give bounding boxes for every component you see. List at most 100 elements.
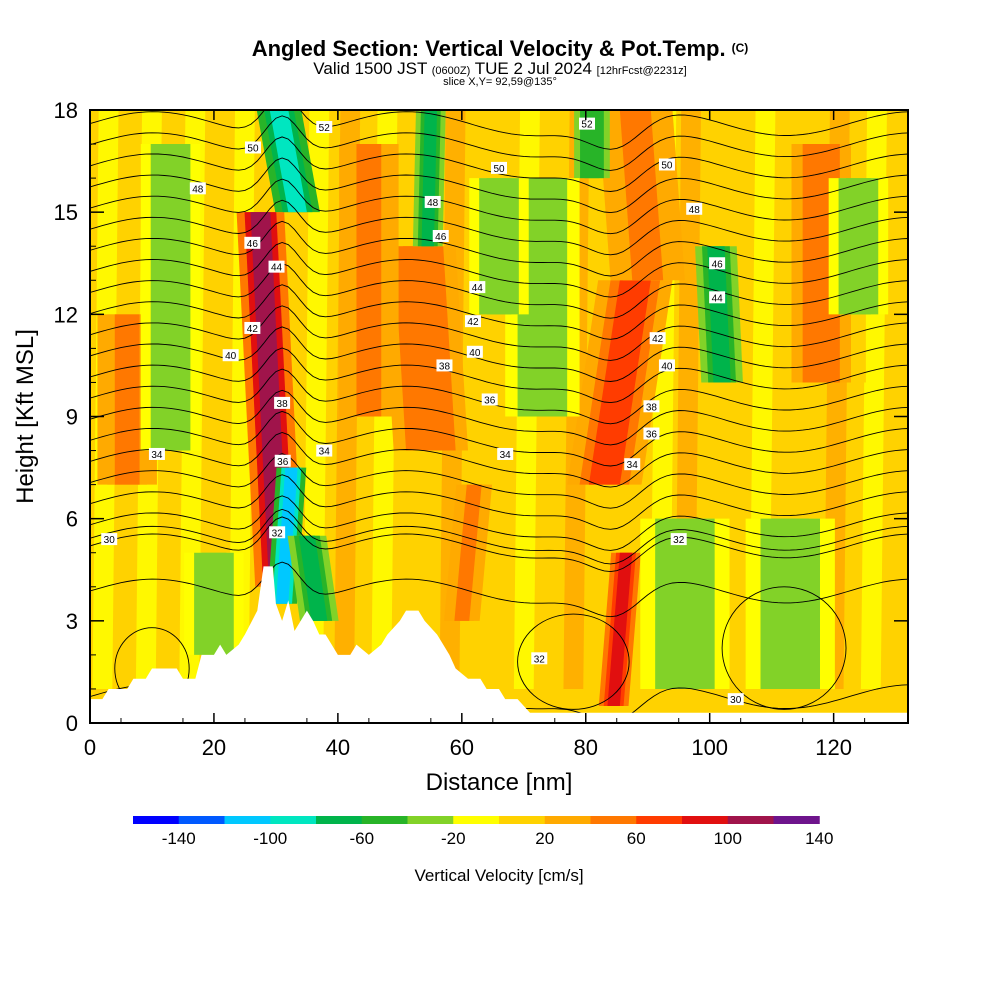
isentrope-49 — [90, 157, 908, 214]
updraft-plume — [114, 314, 140, 485]
contour-label: 50 — [658, 158, 675, 171]
contour-label-text: 46 — [712, 259, 724, 270]
updraft-plume — [588, 280, 651, 485]
chart-title-text: Angled Section: Vertical Velocity & Pot.… — [251, 36, 726, 61]
contour-label-text: 36 — [277, 457, 289, 468]
contour-label-box — [101, 533, 118, 546]
y-tick-label: 3 — [66, 609, 78, 634]
x-tick-label: 0 — [84, 735, 96, 760]
downdraft-plume — [526, 178, 558, 417]
contour-label-box — [531, 652, 548, 665]
y-tick-label: 15 — [54, 200, 78, 225]
colorbar-swatch — [270, 816, 317, 824]
contour-label-text: 50 — [661, 160, 673, 171]
isentrope-51 — [90, 115, 908, 171]
valid-time: Valid 1500 JST — [313, 59, 428, 78]
contour-label-text: 50 — [247, 143, 259, 154]
downdraft-plume — [269, 110, 307, 213]
chart-subtitle: Valid 1500 JST (0600Z) TUE 2 Jul 2024 [1… — [0, 60, 1000, 80]
contour-label-text: 38 — [277, 399, 289, 410]
contour-label-box — [424, 195, 441, 208]
contour-label-box — [268, 260, 285, 273]
contour-label-text: 36 — [484, 395, 496, 406]
updraft-plume — [402, 246, 447, 451]
x-axis-label: Distance [nm] — [426, 769, 573, 796]
colorbar-tick-label: -20 — [441, 829, 466, 848]
contour-label-box — [481, 393, 498, 406]
contour-label-text: 30 — [730, 695, 742, 706]
contour-label-text: 38 — [646, 402, 658, 413]
colorbar-swatch — [682, 816, 729, 824]
contour-label-box — [643, 400, 660, 413]
contour-label-box — [316, 121, 333, 134]
contour-label: 38 — [274, 396, 291, 410]
contour-label: 36 — [643, 427, 660, 441]
colorbar-swatch — [178, 816, 225, 824]
colorbar-swatch — [773, 816, 820, 824]
contour-label: 34 — [497, 447, 514, 461]
downdraft-plume — [298, 535, 328, 621]
x-tick-label: 100 — [691, 735, 728, 760]
contour-label-box — [709, 291, 726, 304]
isentrope-40 — [90, 347, 908, 404]
isentrope-44 — [90, 263, 908, 319]
contour-label: 46 — [244, 236, 261, 250]
contour-label-text: 30 — [104, 535, 116, 546]
contour-label: 34 — [148, 447, 165, 461]
contour-label-text: 46 — [435, 232, 447, 243]
updraft-plume — [454, 484, 482, 621]
contour-label-text: 40 — [661, 361, 673, 372]
contour-label-text: 46 — [247, 239, 259, 250]
contour-label: 48 — [424, 195, 441, 209]
updraft-plume — [356, 144, 382, 417]
contour-label-text: 40 — [225, 351, 237, 362]
contour-label-text: 42 — [467, 317, 479, 328]
contour-label-box — [148, 447, 165, 460]
x-tick-label: 60 — [450, 735, 474, 760]
contour-label-text: 44 — [472, 283, 484, 294]
contour-label-box — [670, 533, 687, 546]
contour-label-text: 34 — [151, 450, 163, 461]
contour-label: 50 — [491, 161, 507, 175]
contour-label-box — [624, 458, 641, 471]
contour-label: 44 — [268, 260, 285, 274]
contour-label: 38 — [643, 400, 660, 413]
copyright-mark: (C) — [731, 41, 749, 55]
contour-label-box — [497, 447, 514, 460]
contour-label: 46 — [709, 257, 726, 270]
colorbar-swatch — [499, 816, 546, 824]
colorbar-tick-label: 20 — [535, 829, 554, 848]
y-tick-label: 0 — [66, 711, 78, 736]
isentrope-43 — [90, 284, 908, 340]
contour-label: 32 — [269, 526, 286, 539]
contour-label: 40 — [222, 349, 239, 362]
isentrope-36 — [90, 432, 908, 488]
colorbar-swatch — [224, 816, 271, 824]
contour-label-box — [189, 182, 206, 195]
colorbar-swatch — [316, 816, 363, 824]
colorbar-tick-label: 140 — [805, 829, 833, 848]
contour-label: 48 — [686, 202, 703, 216]
isentrope-47 — [90, 199, 908, 256]
terrain — [90, 566, 908, 723]
x-tick-label: 80 — [574, 735, 598, 760]
contour-label: 36 — [481, 393, 498, 406]
x-tick-label: 20 — [202, 735, 226, 760]
contour-label-box — [274, 454, 291, 467]
y-tick-label: 9 — [66, 405, 78, 430]
contour-label-text: 34 — [500, 450, 512, 461]
contour-label-box — [727, 693, 744, 706]
contour-label-box — [244, 141, 261, 154]
colorbar-title: Vertical Velocity [cm/s] — [414, 866, 583, 885]
isentrope-31 — [90, 508, 908, 565]
contour-label: 38 — [436, 359, 453, 372]
contour-label: 32 — [531, 652, 548, 665]
colorbar-tick-label: 60 — [627, 829, 646, 848]
isentrope-30 — [90, 561, 908, 618]
contour-label-text: 34 — [319, 447, 331, 458]
contour-label-box — [643, 427, 660, 440]
colorbar: -140 -100 -60 -20 20 60 100 140 Vertical Velocit… — [133, 816, 833, 885]
contour-label-text: 32 — [272, 528, 284, 539]
contour-label-box — [436, 359, 453, 372]
contour-label-text: 42 — [247, 324, 259, 335]
